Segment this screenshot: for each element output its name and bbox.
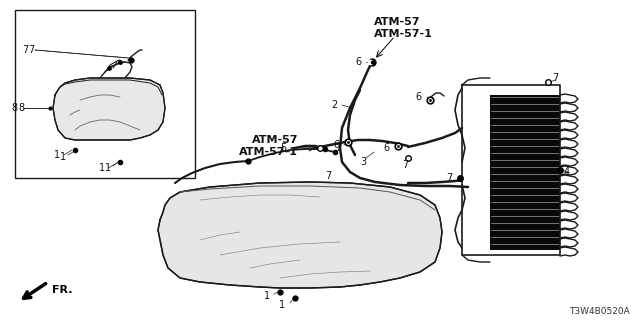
Text: 1: 1 xyxy=(99,163,105,173)
Text: 8: 8 xyxy=(18,103,24,113)
Text: ATM-57: ATM-57 xyxy=(374,17,420,27)
Text: 1: 1 xyxy=(60,152,66,162)
Text: ATM-57-1: ATM-57-1 xyxy=(239,147,298,157)
Text: 5: 5 xyxy=(280,143,286,153)
Text: 7: 7 xyxy=(552,73,558,83)
Text: 6: 6 xyxy=(384,143,390,153)
Polygon shape xyxy=(158,182,442,288)
Text: 7: 7 xyxy=(22,45,28,55)
Text: ATM-57: ATM-57 xyxy=(252,135,298,145)
Polygon shape xyxy=(53,78,165,140)
Text: 1: 1 xyxy=(279,300,285,310)
Bar xyxy=(15,10,195,178)
Text: 1: 1 xyxy=(264,291,270,301)
Text: 8: 8 xyxy=(12,103,18,113)
Bar xyxy=(490,95,560,250)
Text: ATM-57-1: ATM-57-1 xyxy=(374,29,433,39)
Text: 2: 2 xyxy=(332,100,338,110)
Text: 7: 7 xyxy=(335,143,341,153)
Text: 6: 6 xyxy=(416,92,422,102)
Text: 1: 1 xyxy=(105,163,111,173)
Text: 7: 7 xyxy=(402,160,408,170)
Text: 7: 7 xyxy=(28,45,35,55)
Text: 4: 4 xyxy=(564,167,570,177)
Text: 3: 3 xyxy=(360,157,366,167)
Text: 1: 1 xyxy=(54,150,60,160)
Text: 6: 6 xyxy=(356,57,362,67)
Text: 7: 7 xyxy=(325,171,332,181)
Text: FR.: FR. xyxy=(52,285,72,295)
Text: 6: 6 xyxy=(334,140,340,150)
Text: 7: 7 xyxy=(445,173,452,183)
Text: T3W4B0520A: T3W4B0520A xyxy=(569,308,630,316)
